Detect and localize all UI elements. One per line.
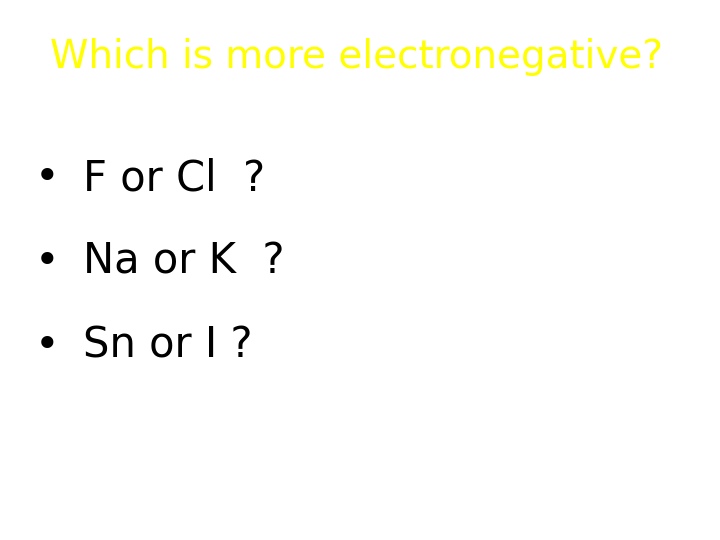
Text: Na or K  ?: Na or K ? [83,241,284,283]
Text: Sn or I ?: Sn or I ? [83,325,252,367]
Text: •: • [35,241,59,283]
Text: •: • [35,325,59,367]
Text: Which is more electronegative?: Which is more electronegative? [50,38,663,76]
Text: •: • [35,157,59,199]
Text: F or Cl  ?: F or Cl ? [83,157,265,199]
